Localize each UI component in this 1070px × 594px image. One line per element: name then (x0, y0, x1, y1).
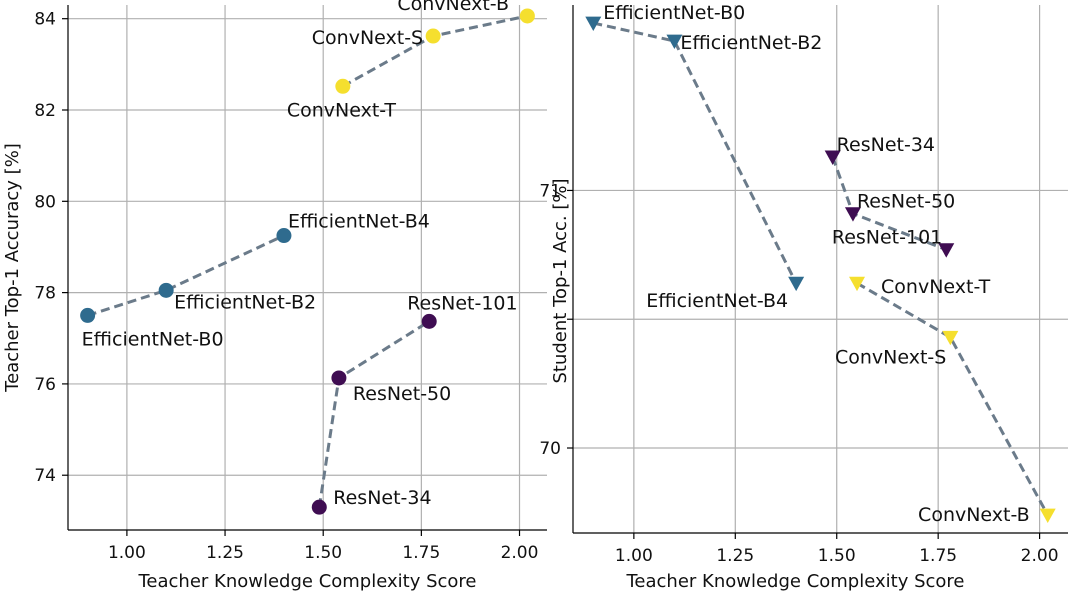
data-point-marker (666, 34, 683, 50)
right-panel-student-accuracy: 1.00 1.25 1.50 1.75 2.00 70 71 Teacher Knowledg… (539, 2, 1068, 592)
data-point-marker (1039, 508, 1056, 523)
data-point-label: ResNet-101 (832, 227, 942, 249)
data-point-marker (311, 499, 327, 515)
x-tick-label: 2.00 (501, 543, 539, 563)
x-tick-label: 1.50 (304, 543, 342, 563)
data-point-marker (942, 330, 959, 346)
x-tick-label: 1.75 (402, 543, 440, 563)
y-tick-label: 71 (539, 181, 561, 201)
data-point-marker (425, 28, 441, 44)
data-point-label: ConvNext-B (397, 0, 509, 15)
series-group (80, 228, 292, 323)
y-axis-title: Student Top-1 Acc. [%] (550, 178, 571, 383)
y-tick-label: 74 (34, 466, 56, 486)
series-dashed-line (317, 320, 431, 508)
y-tick-label: 76 (34, 375, 56, 395)
data-point-marker (844, 207, 861, 222)
data-point-marker (788, 276, 805, 292)
data-point-label: EfficientNet-B4 (646, 290, 788, 312)
x-tick-label: 1.25 (716, 546, 754, 566)
data-point-marker (331, 370, 347, 386)
data-point-label: EfficientNet-B2 (680, 32, 822, 54)
series-group (585, 16, 805, 292)
series-group (335, 8, 535, 94)
data-point-label: ResNet-34 (837, 134, 935, 156)
series-group (849, 276, 1056, 523)
data-point-label: ConvNext-S (835, 346, 946, 368)
data-point-label: ResNet-50 (857, 191, 955, 213)
data-point-marker (80, 307, 96, 323)
y-tick-label: 82 (34, 101, 56, 121)
x-tick-label: 1.75 (919, 546, 957, 566)
data-point-label: ConvNext-S (312, 27, 423, 49)
y-tick-label: 70 (539, 439, 561, 459)
data-point-label: ConvNext-T (881, 276, 991, 298)
data-point-marker (849, 276, 866, 292)
data-point-marker (335, 78, 351, 94)
data-point-label: ResNet-50 (353, 383, 451, 405)
series-dashed-line (856, 281, 1050, 516)
y-axis-title: Teacher Top-1 Accuracy [%] (2, 143, 23, 393)
data-point-label: ResNet-101 (407, 292, 517, 314)
x-tick-label: 1.50 (818, 546, 856, 566)
x-tick-label: 2.00 (1021, 546, 1059, 566)
data-point-marker (519, 8, 535, 24)
data-point-marker (938, 243, 955, 258)
grid (68, 5, 547, 530)
x-tick-label: 1.00 (108, 543, 146, 563)
series-group (824, 150, 955, 258)
data-point-label: ResNet-34 (333, 487, 431, 509)
left-panel-teacher-accuracy: 1.00 1.25 1.50 1.75 2.00 74 76 78 80 82 84 Teacher … (2, 0, 547, 592)
y-tick-label: 84 (34, 10, 56, 30)
data-point-marker (421, 313, 437, 329)
series-group (311, 313, 437, 515)
x-tick-label: 1.00 (615, 546, 653, 566)
grid (573, 5, 1068, 533)
series-dashed-line (87, 234, 285, 317)
data-point-marker (158, 282, 174, 298)
x-axis-title: Teacher Knowledge Complexity Score (137, 571, 476, 592)
data-point-marker (276, 228, 292, 244)
data-point-label: ConvNext-T (287, 99, 397, 121)
series-dashed-line (592, 21, 798, 284)
data-point-label: EfficientNet-B0 (603, 2, 745, 24)
data-point-marker (585, 16, 602, 32)
x-axis-title: Teacher Knowledge Complexity Score (625, 571, 964, 592)
y-tick-label: 80 (34, 192, 56, 212)
data-point-label: ConvNext-B (918, 504, 1030, 526)
x-tick-label: 1.25 (206, 543, 244, 563)
data-point-label: EfficientNet-B0 (82, 328, 224, 350)
data-point-label: EfficientNet-B4 (288, 211, 430, 233)
data-point-marker (824, 150, 841, 165)
y-tick-label: 78 (34, 284, 56, 304)
data-point-label: EfficientNet-B2 (174, 291, 316, 313)
